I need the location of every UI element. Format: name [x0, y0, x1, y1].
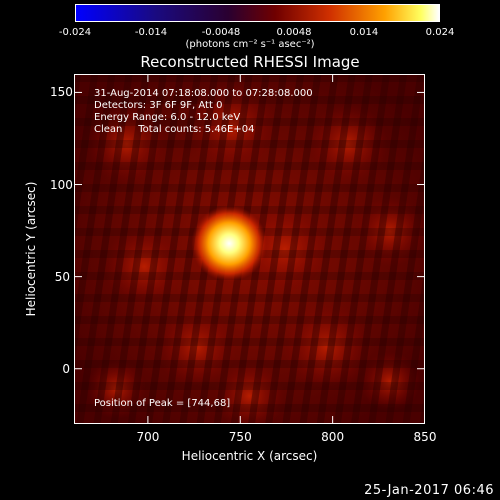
y-tick-label: 0	[62, 361, 70, 376]
colorbar-tick-label: -0.024	[58, 27, 92, 38]
colorbar	[75, 4, 440, 22]
x-tick-label: 800	[321, 430, 345, 444]
x-tick-label: 700	[136, 430, 160, 444]
annotation-energy: Energy Range: 6.0 - 12.0 keV	[94, 112, 241, 123]
plot-area	[74, 74, 425, 424]
colorbar-units: (photons cm⁻² s⁻¹ asec⁻²)	[185, 39, 315, 50]
x-axis-label: Heliocentric X (arcsec)	[181, 449, 318, 463]
peak-source	[191, 205, 268, 282]
colorbar-tick-label: -0.0048	[201, 27, 241, 38]
x-tick-label: 850	[413, 430, 437, 444]
annotation-time: 31-Aug-2014 07:18:08.000 to 07:28:08.000	[94, 88, 313, 99]
timestamp: 25-Jan-2017 06:46	[364, 483, 494, 498]
annotation-clean: Clean Total counts: 5.46E+04	[94, 124, 255, 135]
heatmap-image	[74, 74, 425, 424]
annotation-peak-position: Position of Peak = [744,68]	[94, 398, 231, 409]
y-tick-label: 150	[50, 85, 73, 100]
colorbar-tick-label: -0.014	[134, 27, 168, 38]
y-tick-label: 50	[54, 269, 70, 284]
x-tick-label: 750	[228, 430, 252, 444]
annotation-detectors: Detectors: 3F 6F 9F, Att 0	[94, 100, 223, 111]
colorbar-tick-label: 0.0048	[276, 27, 312, 38]
colorbar-tick-label: 0.024	[425, 27, 455, 38]
plot-frame	[74, 74, 425, 424]
y-tick-label: 100	[50, 177, 73, 192]
chart-title: Reconstructed RHESSI Image	[140, 53, 360, 71]
y-axis-label: Heliocentric Y (arcsec)	[24, 181, 38, 317]
colorbar-tick-label: 0.014	[349, 27, 379, 38]
